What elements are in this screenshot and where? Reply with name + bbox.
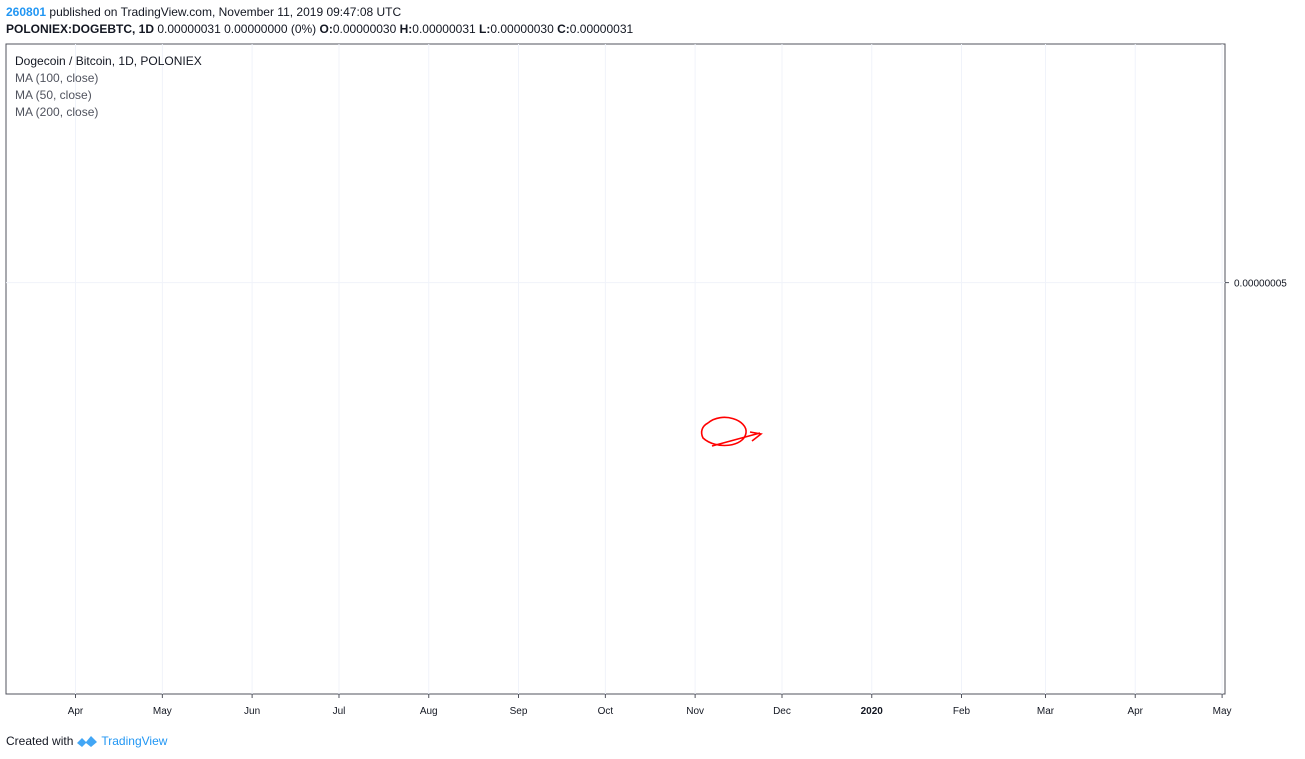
legend-ma200[interactable]: MA (200, close) [15,105,99,119]
x-tick-label: Mar [1037,706,1055,717]
x-tick-label: Oct [598,706,614,717]
x-tick-label: Jun [244,706,260,717]
symbol-label: POLONIEX:DOGEBTC, 1D [6,22,155,36]
tradingview-logo-icon [77,736,98,747]
tradingview-brand-link[interactable]: TradingView [101,734,168,748]
high-label: H: [399,22,413,36]
quote-change: 0.00000031 0.00000000 (0%) [157,22,317,36]
symbol-quote-line: POLONIEX:DOGEBTC, 1D 0.00000031 0.000000… [6,22,633,36]
legend-ma100[interactable]: MA (100, close) [15,71,99,85]
x-tick-label: Sep [510,706,528,717]
x-tick-label: May [153,706,172,717]
chart-legend: Dogecoin / Bitcoin, 1D, POLONIEX MA (100… [15,53,202,121]
open-label: O: [319,22,333,36]
close-value: 0.00000031 [569,22,634,36]
high-value: 0.00000031 [412,22,476,36]
low-label: L: [479,22,491,36]
x-tick-label: Apr [1127,706,1143,717]
close-label: C: [557,22,570,36]
x-tick-label: Aug [420,706,438,717]
low-value: 0.00000030 [490,22,554,36]
x-tick-label: Nov [686,706,704,717]
open-value: 0.00000030 [332,22,397,36]
legend-title: Dogecoin / Bitcoin, 1D, POLONIEX [15,54,202,68]
x-tick-label: May [1213,706,1232,717]
annotation-arrow [711,431,763,447]
x-tick-label: Dec [773,706,791,717]
x-tick-label: Jul [333,706,346,717]
legend-ma50[interactable]: MA (50, close) [15,88,92,102]
x-tick-label: Apr [68,706,84,717]
publisher-username[interactable]: 260801 [6,5,47,19]
footer-credit: Created with TradingView [6,734,167,748]
publish-info: 260801 published on TradingView.com, Nov… [6,5,401,19]
x-tick-label: 2020 [861,706,884,717]
created-with-text: Created with [6,734,74,748]
plot-frame [5,43,1226,695]
x-tick-label: Feb [953,706,971,717]
y-tick-label: 0.00000005 [1234,279,1287,290]
published-text: published on TradingView.com, November 1… [49,5,402,19]
annotation-circle [700,416,747,447]
